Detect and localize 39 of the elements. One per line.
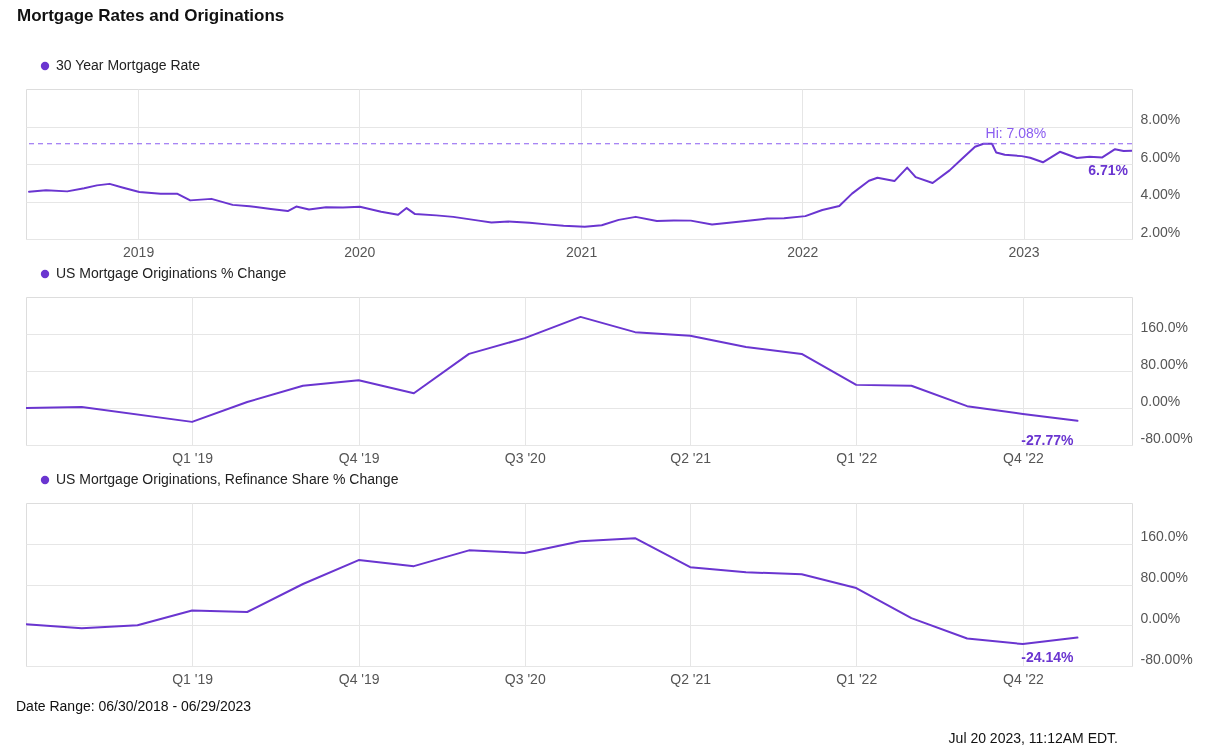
x-tick-label: Q1 '19 — [172, 670, 214, 687]
y-tick-label: 0.00% — [1140, 609, 1181, 626]
x-tick-label: Q4 '19 — [338, 449, 380, 466]
x-tick-label: 2021 — [566, 243, 598, 260]
x-tick-label: Q3 '20 — [504, 449, 546, 466]
text: Date Range: 06/30/2018 - 06/29/2023 — [16, 698, 252, 714]
x-tick-label: Q4 '22 — [1003, 670, 1045, 687]
y-tick-label: 160.0% — [1140, 528, 1188, 545]
chart-title: Mortgage Rates and Originations — [17, 5, 285, 25]
y-tick-label: -80.00% — [1140, 650, 1193, 667]
legend-label: 30 Year Mortgage Rate — [56, 57, 201, 73]
x-tick-label: 2019 — [123, 243, 155, 260]
x-tick-label: 2023 — [1008, 243, 1040, 260]
x-tick-label: Q2 '21 — [670, 449, 712, 466]
legend-label: US Mortgage Originations % Change — [56, 265, 287, 281]
y-tick-label: 8.00% — [1140, 111, 1181, 127]
text: Jul 20 2023, 11:12AM EDT. — [948, 730, 1118, 746]
y-tick-label: -80.00% — [1140, 429, 1193, 446]
annotation: -24.14% — [1021, 648, 1074, 665]
x-tick-label: Q2 '21 — [670, 670, 712, 687]
y-tick-label: 6.00% — [1140, 148, 1181, 165]
ref-line-label: Hi: 7.08% — [985, 124, 1047, 141]
y-tick-label: 2.00% — [1140, 223, 1181, 240]
annotation: -27.77% — [1021, 431, 1074, 448]
x-tick-label: Q3 '20 — [504, 670, 546, 687]
x-tick-label: Q1 '22 — [836, 449, 878, 466]
annotation: 6.71% — [1088, 161, 1129, 178]
x-tick-label: Q4 '22 — [1003, 449, 1045, 466]
y-tick-label: 0.00% — [1140, 392, 1181, 409]
x-tick-label: 2020 — [344, 243, 376, 260]
y-tick-label: 80.00% — [1140, 355, 1188, 372]
y-tick-label: 160.0% — [1140, 318, 1188, 335]
y-tick-label: 80.00% — [1140, 569, 1188, 585]
x-tick-label: Q1 '19 — [172, 449, 214, 466]
legend-label: US Mortgage Originations, Refinance Share % Change — [56, 471, 399, 487]
y-tick-label: 4.00% — [1140, 186, 1181, 202]
x-tick-label: Q1 '22 — [836, 670, 878, 687]
x-tick-label: 2022 — [787, 243, 819, 260]
x-tick-label: Q4 '19 — [338, 670, 380, 687]
